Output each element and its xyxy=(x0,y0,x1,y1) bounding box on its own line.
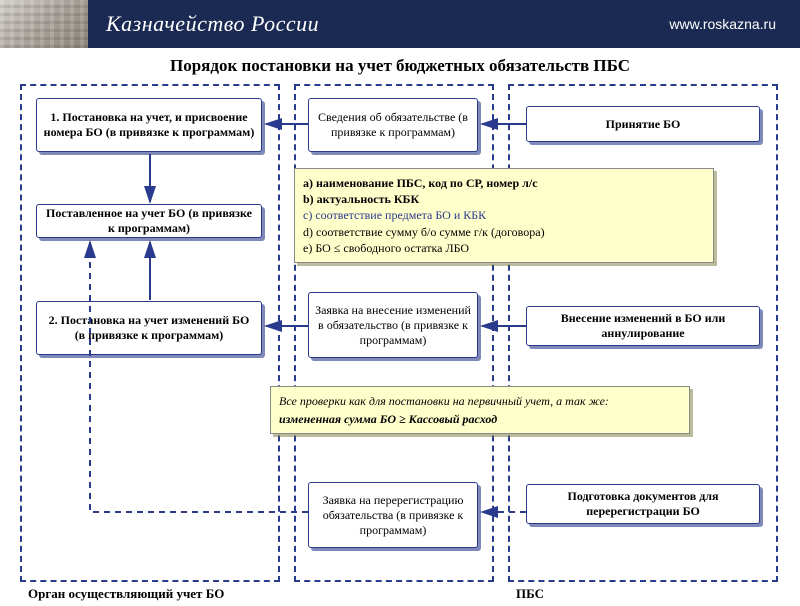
y1-b: b) актуальность КБК xyxy=(303,191,705,207)
y1-e: e) БО ≤ свободного остатка ЛБО xyxy=(303,240,705,256)
page-title: Порядок постановки на учет бюджетных обя… xyxy=(0,56,800,76)
box-step1: 1. Постановка на учет, и присвоение номе… xyxy=(36,98,262,152)
y2-line2: измененная сумма БО ≥ Кассовый расход xyxy=(279,411,681,427)
box-right-accept: Принятие БО xyxy=(526,106,760,142)
box-mid-zayavka-izm: Заявка на внесение изменений в обязатель… xyxy=(308,292,478,358)
y1-c: c) соответствие предмета БО и КБК xyxy=(303,207,705,223)
box-right-change: Внесение изменений в БО или аннулировани… xyxy=(526,306,760,346)
box-right-prepare: Подготовка документов для перерегистраци… xyxy=(526,484,760,524)
yellow-checks-2: Все проверки как для постановки на перви… xyxy=(270,386,690,434)
header-title: Казначейство России xyxy=(106,11,319,37)
header-bar: Казначейство России www.roskazna.ru xyxy=(0,0,800,48)
header-url: www.roskazna.ru xyxy=(669,16,776,32)
y1-d: d) соответствие сумму б/о сумме г/к (дог… xyxy=(303,224,705,240)
box-mid-sved: Сведения об обязательстве (в привязке к … xyxy=(308,98,478,152)
box-registered-bo: Поставленное на учет БО (в привязке к пр… xyxy=(36,204,262,238)
box-step2: 2. Постановка на учет изменений БО (в пр… xyxy=(36,301,262,355)
y1-a: a) наименование ПБС, код по СР, номер л/… xyxy=(303,175,705,191)
header-building-image xyxy=(0,0,88,48)
diagram-canvas: 1. Постановка на учет, и присвоение номе… xyxy=(0,76,800,606)
y2-line1: Все проверки как для постановки на перви… xyxy=(279,393,681,409)
box-mid-zayavka-pereg: Заявка на перерегистрацию обязательства … xyxy=(308,482,478,548)
yellow-checks-1: a) наименование ПБС, код по СР, номер л/… xyxy=(294,168,714,263)
